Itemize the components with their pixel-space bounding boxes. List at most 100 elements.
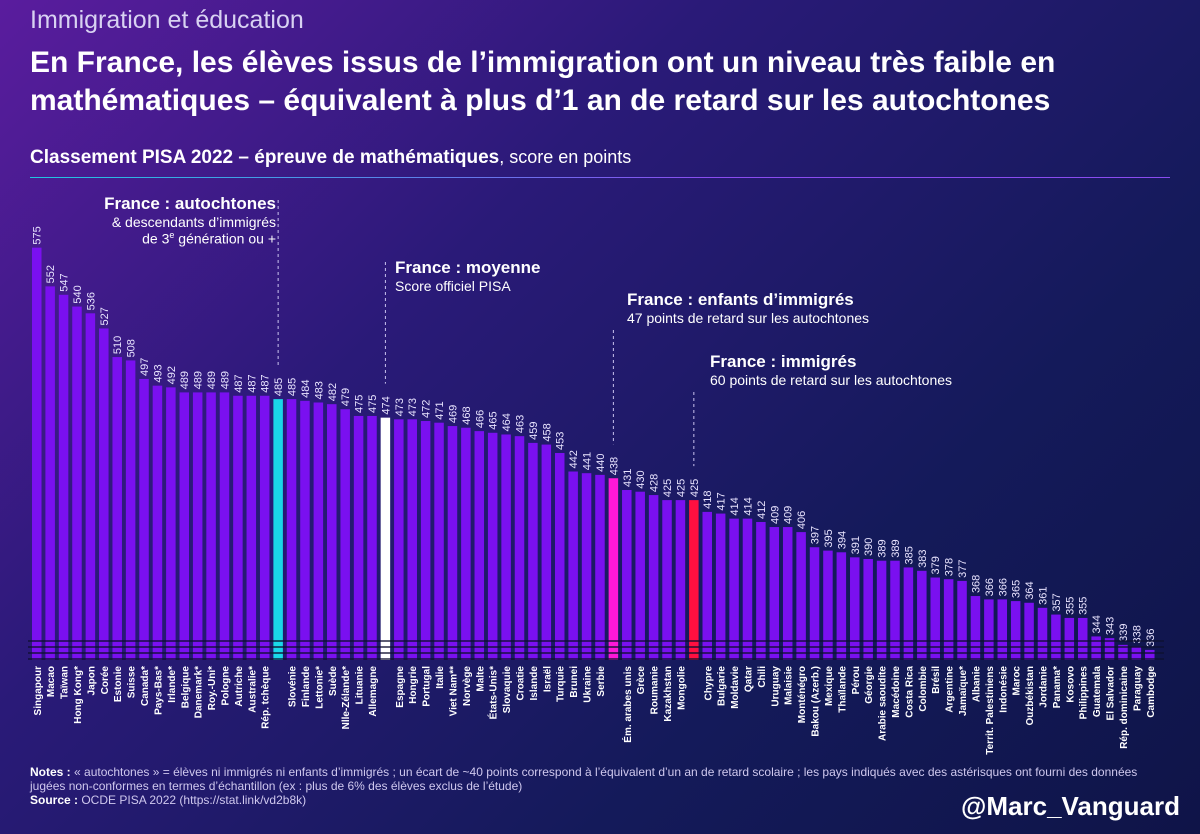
bar-59: [823, 550, 833, 660]
bar-15: [233, 395, 243, 660]
category-label-19: Slovénie: [288, 666, 299, 708]
author-handle[interactable]: @Marc_Vanguard: [961, 791, 1180, 821]
category-label-72: Indonésie: [998, 666, 1009, 713]
annotation-autochtones: France : autochtones & descendants d’imm…: [70, 194, 276, 247]
annotation-moyenne: France : moyenne Score officiel PISA: [395, 258, 541, 294]
bar-35: [501, 434, 511, 660]
category-label-63: Arabie saoudite: [878, 666, 889, 741]
category-label-6: Estonie: [113, 666, 124, 703]
category-label-28: Hongrie: [408, 666, 419, 704]
value-label-56: 409: [783, 506, 795, 524]
category-label-9: Pays-Bas*: [153, 666, 164, 715]
category-label-23: Nlle-Zélande*: [341, 666, 352, 729]
value-label-44: 431: [622, 469, 634, 487]
bar-4: [85, 313, 96, 660]
bar-83: [1145, 649, 1155, 660]
bar-24: [353, 415, 364, 660]
bar-31: [447, 426, 458, 660]
value-label-14: 489: [219, 371, 231, 389]
category-label-70: Albanie: [971, 666, 982, 703]
bar-27: [394, 419, 404, 660]
annotation-enfants-title: France : enfants d’immigrés: [627, 290, 854, 309]
bar-57: [796, 532, 806, 660]
value-label-45: 430: [635, 470, 647, 488]
value-label-53: 414: [742, 497, 754, 515]
bar-17: [259, 395, 270, 660]
category-label-41: Ukraine: [583, 666, 594, 703]
value-label-83: 336: [1145, 629, 1157, 647]
value-label-55: 409: [769, 506, 781, 524]
annotation-moyenne-sub: Score officiel PISA: [395, 278, 511, 294]
annotation-moyenne-title: France : moyenne: [395, 258, 541, 277]
category-label-3: Hong Kong*: [73, 666, 84, 724]
bar-65: [903, 567, 914, 660]
bar-13: [206, 392, 216, 660]
value-label-54: 412: [756, 501, 768, 519]
annotation-autochtones-line1: & descendants d’immigrés: [111, 214, 276, 230]
category-label-4: Japon: [86, 666, 97, 695]
category-label-33: Malte: [475, 666, 486, 692]
category-label-62: Géorgie: [864, 666, 875, 704]
bar-74: [1024, 602, 1034, 660]
subtitle-bold: Classement PISA 2022 – épreuve de mathém…: [30, 147, 500, 168]
value-label-7: 508: [126, 339, 138, 357]
category-label-20: Finlande: [301, 666, 312, 708]
category-label-74: Ouzbékistan: [1025, 666, 1036, 725]
category-label-78: Philippines: [1079, 666, 1090, 720]
value-label-37: 459: [528, 422, 540, 440]
bar-61: [850, 557, 860, 660]
category-label-66: Colombie: [918, 666, 929, 712]
value-label-46: 428: [649, 474, 661, 492]
value-label-34: 465: [488, 411, 500, 429]
category-label-82: Paraguay: [1132, 666, 1143, 711]
category-label-5: Corée: [100, 666, 111, 695]
category-label-64: Macédoine: [891, 666, 902, 718]
value-label-13: 489: [206, 371, 218, 389]
annotation-immigres-title: France : immigrés: [710, 352, 857, 371]
bar-42: [595, 474, 605, 660]
category-label-32: Norvège: [462, 666, 473, 706]
value-label-67: 379: [930, 556, 942, 574]
notes-label: Notes :: [30, 765, 71, 779]
category-label-45: Grèce: [636, 666, 647, 695]
value-label-36: 463: [515, 415, 527, 433]
bar-67: [930, 577, 940, 660]
value-label-9: 493: [152, 364, 164, 382]
value-label-28: 473: [407, 398, 419, 416]
value-label-66: 383: [917, 549, 929, 567]
category-label-25: Allemagne: [368, 666, 379, 717]
bar-55: [769, 527, 780, 660]
bar-20: [300, 400, 310, 660]
value-label-61: 391: [850, 536, 862, 554]
category-label-21: Lettonie*: [314, 666, 325, 709]
category-label-79: Guatemala: [1092, 666, 1103, 718]
bar-77: [1064, 617, 1075, 660]
category-label-12: Danemark*: [194, 666, 205, 718]
category-label-53: Qatar: [743, 666, 754, 692]
subtitle-rest: , score en points: [499, 147, 632, 167]
category-label-65: Costa Rica: [904, 666, 915, 718]
bar-52: [729, 518, 739, 660]
bar-60: [836, 552, 847, 660]
value-label-23: 479: [340, 388, 352, 406]
category-label-48: Mongolie: [676, 666, 687, 710]
category-label-68: Argentine: [945, 666, 956, 713]
category-label-51: Bulgarie: [717, 666, 728, 706]
bar-70: [970, 596, 981, 660]
bar-43: [608, 478, 619, 660]
value-label-18: 485: [273, 378, 285, 396]
value-label-50: 418: [702, 491, 714, 509]
chart-subtitle: Classement PISA 2022 – épreuve de mathém…: [30, 147, 631, 169]
bar-36: [514, 436, 525, 660]
value-label-71: 366: [984, 578, 996, 596]
category-label-73: Maroc: [1012, 666, 1023, 696]
value-label-30: 471: [434, 401, 446, 419]
category-label-37: Islande: [529, 666, 540, 701]
value-label-75: 361: [1038, 586, 1050, 604]
category-label-56: Malaisie: [784, 666, 795, 705]
bar-40: [568, 471, 578, 660]
value-label-65: 385: [903, 546, 915, 564]
annotation-enfants: France : enfants d’immigrés 47 points de…: [627, 290, 869, 326]
bar-2: [58, 294, 69, 660]
bar-11: [179, 392, 190, 660]
